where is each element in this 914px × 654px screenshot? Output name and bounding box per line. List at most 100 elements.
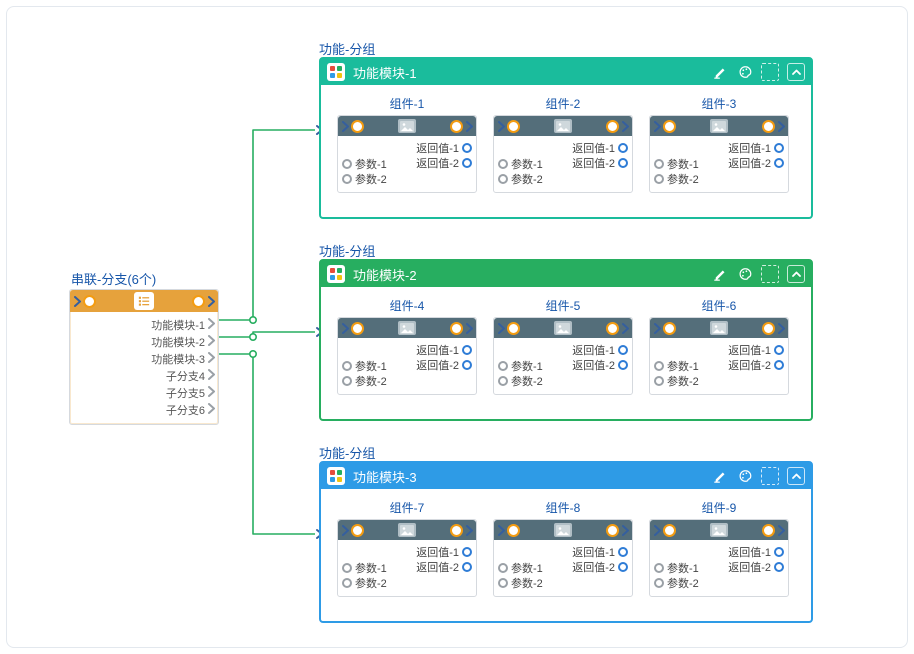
component-header[interactable]: [494, 520, 632, 540]
edit-icon[interactable]: [713, 266, 729, 282]
branch-item[interactable]: 子分支4: [72, 367, 216, 384]
exec-port[interactable]: [351, 120, 364, 133]
data-in-port[interactable]: [654, 361, 664, 371]
data-in-port[interactable]: [654, 376, 664, 386]
data-in-port[interactable]: [342, 578, 352, 588]
component-header[interactable]: [338, 318, 476, 338]
exec-out-port[interactable]: [776, 322, 786, 335]
exec-port[interactable]: [450, 524, 463, 537]
component-header[interactable]: [650, 318, 788, 338]
exec-in-port[interactable]: [72, 295, 82, 308]
collapse-button[interactable]: [787, 265, 805, 283]
exec-port[interactable]: [606, 524, 619, 537]
exec-port[interactable]: [507, 524, 520, 537]
exec-out-port[interactable]: [464, 524, 474, 537]
exec-port[interactable]: [450, 322, 463, 335]
exec-in-port[interactable]: [496, 120, 506, 133]
select-icon[interactable]: [761, 265, 779, 283]
exec-in-port[interactable]: [496, 322, 506, 335]
module-panel[interactable]: 功能模块-2 组件-4返回值-1返回值-2参数-1参数-2组件-5返回值-1返回值…: [319, 259, 813, 421]
component-node[interactable]: 组件-2返回值-1返回值-2参数-1参数-2: [493, 95, 633, 193]
data-out-port[interactable]: [774, 345, 784, 355]
module-header[interactable]: 功能模块-1: [321, 59, 811, 85]
component-node[interactable]: 组件-4返回值-1返回值-2参数-1参数-2: [337, 297, 477, 395]
exec-out-port[interactable]: [620, 120, 630, 133]
data-in-port[interactable]: [654, 563, 664, 573]
module-header[interactable]: 功能模块-2: [321, 261, 811, 287]
exec-in-port[interactable]: [340, 524, 350, 537]
branch-item[interactable]: 子分支5: [72, 384, 216, 401]
component-node[interactable]: 组件-9返回值-1返回值-2参数-1参数-2: [649, 499, 789, 597]
branch-item[interactable]: 功能模块-3: [72, 350, 216, 367]
component-node[interactable]: 组件-8返回值-1返回值-2参数-1参数-2: [493, 499, 633, 597]
data-in-port[interactable]: [342, 376, 352, 386]
exec-in-port[interactable]: [652, 120, 662, 133]
edit-icon[interactable]: [713, 468, 729, 484]
exec-in-port[interactable]: [340, 322, 350, 335]
module-panel[interactable]: 功能模块-3组件-7返回值-1返回值-2参数-1参数-2组件-8返回值-1返回值…: [319, 461, 813, 623]
exec-port[interactable]: [192, 295, 205, 308]
data-out-port[interactable]: [462, 345, 472, 355]
exec-port[interactable]: [663, 322, 676, 335]
data-out-port[interactable]: [618, 143, 628, 153]
data-in-port[interactable]: [498, 563, 508, 573]
exec-in-port[interactable]: [652, 524, 662, 537]
exec-port[interactable]: [606, 322, 619, 335]
data-out-port[interactable]: [774, 360, 784, 370]
exec-out-port[interactable]: [464, 322, 474, 335]
data-out-port[interactable]: [774, 562, 784, 572]
branch-header[interactable]: [70, 290, 218, 312]
module-panel[interactable]: 功能模块-1 组件-1返回值-1返回值-2参数-1参数-2组件-2返回值-1返回值…: [319, 57, 813, 219]
data-in-port[interactable]: [654, 578, 664, 588]
exec-port[interactable]: [762, 120, 775, 133]
data-in-port[interactable]: [342, 159, 352, 169]
component-header[interactable]: [494, 318, 632, 338]
exec-out-port[interactable]: [620, 322, 630, 335]
data-out-port[interactable]: [618, 345, 628, 355]
data-in-port[interactable]: [498, 174, 508, 184]
collapse-button[interactable]: [787, 63, 805, 81]
data-in-port[interactable]: [654, 159, 664, 169]
select-icon[interactable]: [761, 467, 779, 485]
data-out-port[interactable]: [462, 158, 472, 168]
exec-out-port[interactable]: [464, 120, 474, 133]
component-header[interactable]: [338, 520, 476, 540]
component-header[interactable]: [494, 116, 632, 136]
exec-port[interactable]: [83, 295, 96, 308]
component-node[interactable]: 组件-7返回值-1返回值-2参数-1参数-2: [337, 499, 477, 597]
exec-port[interactable]: [351, 322, 364, 335]
component-header[interactable]: [338, 116, 476, 136]
data-in-port[interactable]: [498, 361, 508, 371]
exec-out-port[interactable]: [776, 524, 786, 537]
exec-out-port[interactable]: [206, 295, 216, 308]
data-in-port[interactable]: [498, 376, 508, 386]
component-node[interactable]: 组件-5返回值-1返回值-2参数-1参数-2: [493, 297, 633, 395]
branch-node[interactable]: 功能模块-1功能模块-2功能模块-3子分支4子分支5子分支6: [69, 289, 219, 425]
data-out-port[interactable]: [774, 547, 784, 557]
component-node[interactable]: 组件-6返回值-1返回值-2参数-1参数-2: [649, 297, 789, 395]
edit-icon[interactable]: [713, 64, 729, 80]
branch-item[interactable]: 功能模块-2: [72, 333, 216, 350]
collapse-button[interactable]: [787, 467, 805, 485]
palette-icon[interactable]: [737, 468, 753, 484]
exec-port[interactable]: [507, 322, 520, 335]
data-in-port[interactable]: [498, 159, 508, 169]
data-out-port[interactable]: [462, 143, 472, 153]
palette-icon[interactable]: [737, 64, 753, 80]
exec-port[interactable]: [450, 120, 463, 133]
data-in-port[interactable]: [342, 361, 352, 371]
data-out-port[interactable]: [618, 158, 628, 168]
component-node[interactable]: 组件-1返回值-1返回值-2参数-1参数-2: [337, 95, 477, 193]
component-header[interactable]: [650, 520, 788, 540]
component-node[interactable]: 组件-3返回值-1返回值-2参数-1参数-2: [649, 95, 789, 193]
data-in-port[interactable]: [342, 563, 352, 573]
exec-in-port[interactable]: [496, 524, 506, 537]
data-out-port[interactable]: [618, 562, 628, 572]
data-out-port[interactable]: [462, 360, 472, 370]
exec-in-port[interactable]: [340, 120, 350, 133]
branch-item[interactable]: 子分支6: [72, 401, 216, 418]
exec-out-port[interactable]: [776, 120, 786, 133]
exec-port[interactable]: [762, 322, 775, 335]
exec-out-port[interactable]: [620, 524, 630, 537]
exec-port[interactable]: [663, 524, 676, 537]
